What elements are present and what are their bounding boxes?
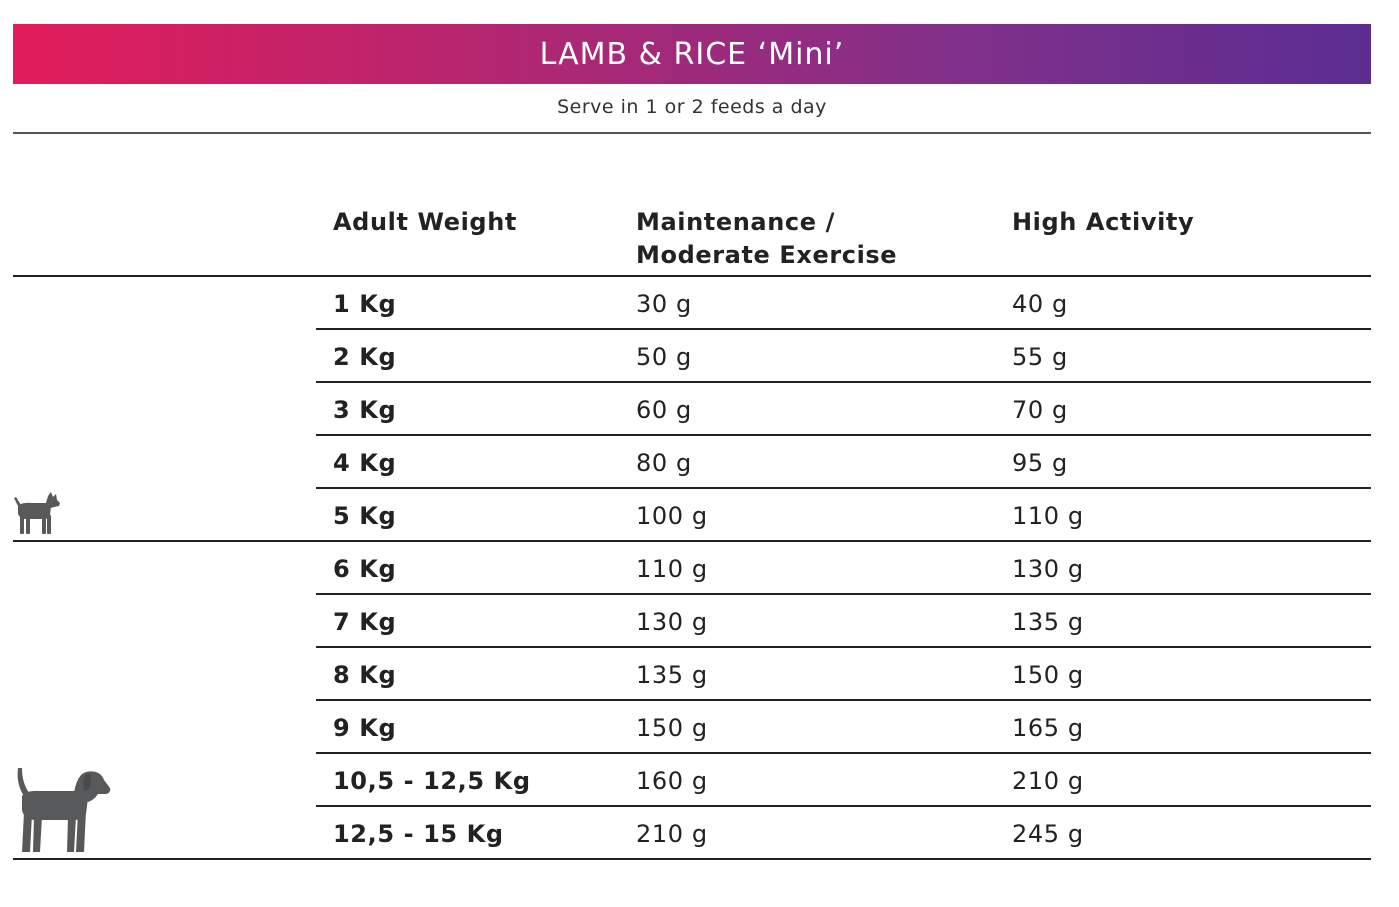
table-row: 2 Kg 50 g 55 g bbox=[0, 330, 1399, 383]
weight-cell: 2 Kg bbox=[333, 343, 397, 371]
maintenance-cell: 160 g bbox=[636, 767, 708, 795]
row-divider bbox=[316, 805, 1371, 807]
column-header-maintenance-line1: Maintenance / bbox=[636, 208, 835, 236]
high-activity-cell: 110 g bbox=[1012, 502, 1084, 530]
weight-cell: 3 Kg bbox=[333, 396, 397, 424]
group-divider bbox=[13, 858, 1371, 860]
high-activity-cell: 210 g bbox=[1012, 767, 1084, 795]
high-activity-cell: 245 g bbox=[1012, 820, 1084, 848]
high-activity-cell: 40 g bbox=[1012, 290, 1068, 318]
header-divider bbox=[13, 275, 1371, 277]
column-header-high-activity: High Activity bbox=[1012, 208, 1195, 236]
maintenance-cell: 60 g bbox=[636, 396, 692, 424]
column-header-maintenance-line2: Moderate Exercise bbox=[636, 241, 898, 269]
title-banner: LAMB & RICE ‘Mini’ bbox=[13, 24, 1371, 84]
page-title: LAMB & RICE ‘Mini’ bbox=[539, 36, 845, 72]
weight-cell: 10,5 - 12,5 Kg bbox=[333, 767, 531, 795]
column-header-adult-weight: Adult Weight bbox=[333, 208, 517, 236]
high-activity-cell: 95 g bbox=[1012, 449, 1068, 477]
table-row: 5 Kg 100 g 110 g bbox=[0, 489, 1399, 542]
row-divider bbox=[316, 487, 1371, 489]
row-divider bbox=[316, 434, 1371, 436]
maintenance-cell: 210 g bbox=[636, 820, 708, 848]
divider bbox=[13, 132, 1371, 134]
table-row: 3 Kg 60 g 70 g bbox=[0, 383, 1399, 436]
table-row: 1 Kg 30 g 40 g bbox=[0, 277, 1399, 330]
row-divider bbox=[316, 699, 1371, 701]
weight-cell: 4 Kg bbox=[333, 449, 397, 477]
weight-cell: 9 Kg bbox=[333, 714, 397, 742]
high-activity-cell: 135 g bbox=[1012, 608, 1084, 636]
weight-cell: 5 Kg bbox=[333, 502, 397, 530]
maintenance-cell: 100 g bbox=[636, 502, 708, 530]
weight-cell: 1 Kg bbox=[333, 290, 397, 318]
row-divider bbox=[316, 381, 1371, 383]
high-activity-cell: 70 g bbox=[1012, 396, 1068, 424]
maintenance-cell: 30 g bbox=[636, 290, 692, 318]
maintenance-cell: 135 g bbox=[636, 661, 708, 689]
maintenance-cell: 110 g bbox=[636, 555, 708, 583]
high-activity-cell: 165 g bbox=[1012, 714, 1084, 742]
small-dog-icon bbox=[14, 492, 60, 534]
maintenance-cell: 50 g bbox=[636, 343, 692, 371]
high-activity-cell: 55 g bbox=[1012, 343, 1068, 371]
maintenance-cell: 130 g bbox=[636, 608, 708, 636]
medium-dog-icon bbox=[17, 768, 111, 852]
maintenance-cell: 80 g bbox=[636, 449, 692, 477]
group-divider bbox=[13, 540, 1371, 542]
high-activity-cell: 150 g bbox=[1012, 661, 1084, 689]
table-row: 4 Kg 80 g 95 g bbox=[0, 436, 1399, 489]
high-activity-cell: 130 g bbox=[1012, 555, 1084, 583]
table-row: 10,5 - 12,5 Kg 160 g 210 g bbox=[0, 754, 1399, 807]
table-row: 7 Kg 130 g 135 g bbox=[0, 595, 1399, 648]
row-divider bbox=[316, 593, 1371, 595]
maintenance-cell: 150 g bbox=[636, 714, 708, 742]
table-row: 8 Kg 135 g 150 g bbox=[0, 648, 1399, 701]
serving-note: Serve in 1 or 2 feeds a day bbox=[557, 96, 827, 118]
row-divider bbox=[316, 328, 1371, 330]
weight-cell: 8 Kg bbox=[333, 661, 397, 689]
table-row: 12,5 - 15 Kg 210 g 245 g bbox=[0, 807, 1399, 860]
column-header-maintenance: Maintenance / Moderate Exercise bbox=[636, 206, 897, 272]
weight-cell: 7 Kg bbox=[333, 608, 397, 636]
weight-cell: 12,5 - 15 Kg bbox=[333, 820, 504, 848]
table-row: 9 Kg 150 g 165 g bbox=[0, 701, 1399, 754]
row-divider bbox=[316, 646, 1371, 648]
table-row: 6 Kg 110 g 130 g bbox=[0, 542, 1399, 595]
weight-cell: 6 Kg bbox=[333, 555, 397, 583]
row-divider bbox=[316, 752, 1371, 754]
